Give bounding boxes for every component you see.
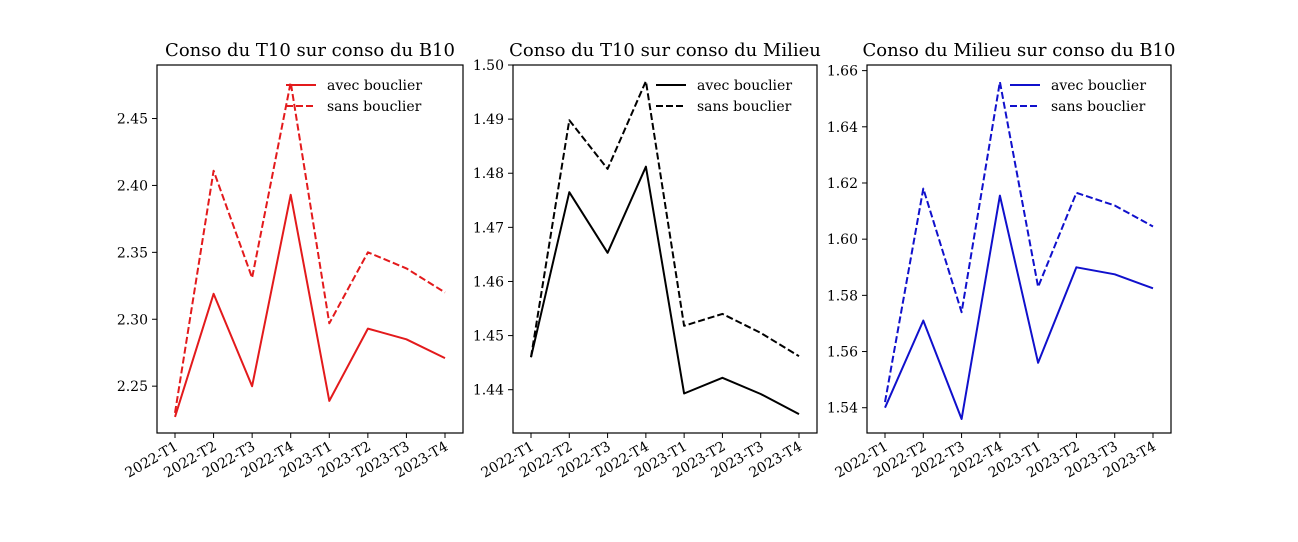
y-tick-label: 1.44 xyxy=(473,383,504,399)
series-line-sans-bouclier xyxy=(884,80,1154,403)
y-tick-label: 1.46 xyxy=(473,274,504,290)
y-tick-label: 2.25 xyxy=(117,379,148,395)
y-tick-label: 1.49 xyxy=(473,112,504,128)
series-line-sans-bouclier xyxy=(174,81,446,414)
legend: avec bouclier sans bouclier xyxy=(656,78,792,115)
y-tick-label: 2.35 xyxy=(117,245,148,261)
y-tick-label: 1.66 xyxy=(827,64,858,80)
y-tick-label: 1.45 xyxy=(473,329,504,345)
legend: avec bouclier sans bouclier xyxy=(1010,78,1146,115)
x-axis: 2022-T12022-T22022-T32022-T42023-T12023-… xyxy=(479,433,805,482)
legend-label: avec bouclier xyxy=(697,78,792,94)
chart-title: Conso du T10 sur conso du Milieu xyxy=(509,40,821,61)
series-line-sans-bouclier xyxy=(530,80,800,358)
y-axis: 1.54 1.56 1.58 1.60 1.62 1.64 1.66 xyxy=(827,64,867,417)
chart-panel-2: Conso du T10 sur conso du Milieu 1.441.4… xyxy=(473,40,821,482)
y-tick-label: 1.60 xyxy=(827,232,858,248)
y-tick-label: 2.45 xyxy=(117,112,148,128)
y-tick-label: 2.30 xyxy=(117,312,148,328)
chart-title: Conso du T10 sur conso du B10 xyxy=(165,40,455,61)
chart-panel-1: Conso du T10 sur conso du B10 2.252.302.… xyxy=(117,40,464,482)
legend: avec bouclier sans bouclier xyxy=(286,78,422,115)
y-tick-label: 1.50 xyxy=(473,58,504,74)
legend-label: avec bouclier xyxy=(1051,78,1146,94)
plot-lines xyxy=(174,81,446,418)
y-tick-label: 1.62 xyxy=(827,176,858,192)
legend-label: sans bouclier xyxy=(1051,99,1146,115)
y-axis: 2.25 2.30 2.35 2.40 2.45 xyxy=(117,112,157,395)
plot-frame xyxy=(866,64,1172,434)
y-tick-label: 1.64 xyxy=(827,120,858,136)
legend-label: sans bouclier xyxy=(327,99,422,115)
plot-lines xyxy=(530,80,800,415)
x-axis: 2022-T12022-T22022-T32022-T42023-T12023-… xyxy=(833,433,1159,482)
series-line-avec-bouclier xyxy=(174,193,446,418)
series-line-avec-bouclier xyxy=(884,194,1154,420)
y-tick-label: 1.54 xyxy=(827,401,858,417)
chart-panel-3: Conso du Milieu sur conso du B10 1.541.5… xyxy=(827,40,1176,482)
plot-lines xyxy=(884,80,1154,420)
y-axis: 1.44 1.45 1.46 1.47 1.48 1.49 1.50 xyxy=(473,58,513,399)
plot-frame xyxy=(512,64,818,434)
legend-label: avec bouclier xyxy=(327,78,422,94)
legend-label: sans bouclier xyxy=(697,99,792,115)
y-tick-label: 1.47 xyxy=(473,220,504,236)
y-tick-label: 2.40 xyxy=(117,178,148,194)
y-tick-label: 1.58 xyxy=(827,288,858,304)
chart-title: Conso du Milieu sur conso du B10 xyxy=(863,40,1176,61)
y-tick-label: 1.56 xyxy=(827,345,858,361)
series-line-avec-bouclier xyxy=(530,165,800,415)
plot-frame xyxy=(156,64,464,434)
x-axis: 2022-T12022-T22022-T32022-T42023-T12023-… xyxy=(123,433,451,482)
y-tick-label: 1.48 xyxy=(473,166,504,182)
